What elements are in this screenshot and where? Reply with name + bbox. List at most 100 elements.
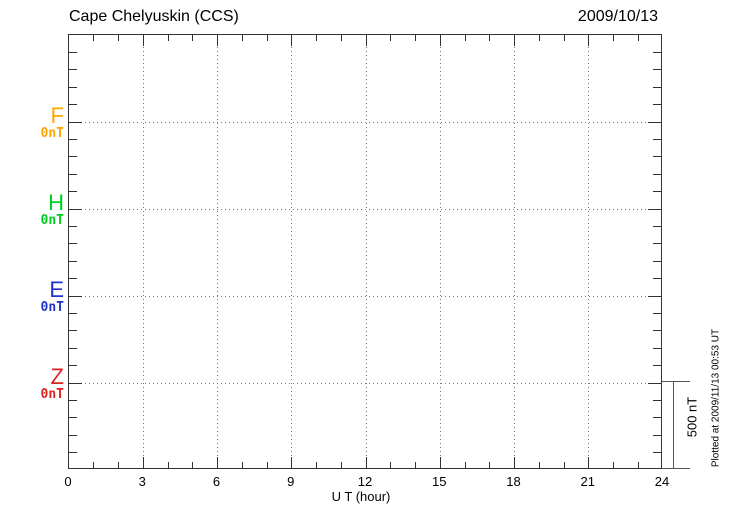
component-letter-E: E [49,277,64,302]
date-label: 2009/10/13 [577,8,658,25]
x-tick-label-12: 12 [357,474,373,489]
component-letter-F: F [50,103,64,128]
y-tick-left-13 [69,260,77,262]
y-tick-right-12 [653,243,661,245]
x-tick-label-18: 18 [506,474,521,489]
component-baseline-value-F: 0nT [40,126,64,141]
y-tick-right-21 [653,399,661,401]
y-tick-left-1 [69,51,77,53]
x-tick-top-h13 [390,35,392,41]
component-letter-H: H [48,190,64,215]
y-tick-left-11 [69,225,77,227]
scale-bar-label: 500 nT [684,396,700,438]
y-tick-left-5 [69,121,82,123]
x-tick-top-h16 [464,35,466,41]
x-tick-top-h12 [365,35,367,46]
y-tick-left-8 [69,173,77,175]
x-tick-top-h14 [415,35,416,41]
x-tick-top-h8 [266,35,268,41]
y-tick-left-7 [69,156,77,158]
y-tick-left-9 [69,191,77,193]
x-tick-bottom-h20 [563,462,565,468]
x-tick-top-h5 [192,35,194,41]
x-tick-label-6: 6 [212,474,221,489]
x-tick-label-3: 3 [138,474,146,489]
y-tick-right-18 [653,347,661,349]
scale-bar-bottom-cap [662,468,690,469]
x-tick-bottom-h22 [613,462,614,468]
y-tick-right-24 [653,452,661,454]
x-tick-top-h10 [316,35,317,41]
x-tick-top-h20 [563,35,565,41]
x-tick-bottom-h8 [266,462,268,468]
y-tick-left-24 [69,452,77,454]
y-tick-right-10 [648,208,661,210]
x-tick-top-h19 [538,35,540,41]
x-tick-top-h17 [489,35,491,41]
y-tick-left-19 [69,365,77,367]
y-tick-right-5 [648,121,661,123]
x-tick-top-h2 [118,35,119,41]
y-tick-left-17 [69,330,77,332]
x-tick-bottom-h19 [538,462,540,468]
x-tick-bottom-h5 [192,462,194,468]
component-letter-Z: Z [50,364,64,389]
grid-baseline-E [69,295,661,297]
y-tick-right-17 [653,330,661,332]
x-tick-label-9: 9 [287,474,295,489]
x-tick-top-h6 [217,35,218,46]
x-tick-top-h9 [291,35,293,46]
x-tick-top-h3 [142,35,144,46]
y-tick-left-2 [69,69,77,71]
grid-line-vertical-h9 [291,35,293,468]
y-tick-right-2 [653,69,661,71]
y-tick-right-22 [653,417,661,419]
x-tick-bottom-h23 [637,462,639,468]
x-tick-top-h11 [340,35,342,41]
x-tick-bottom-h15 [439,457,441,468]
x-tick-bottom-h2 [118,462,119,468]
y-tick-left-21 [69,399,77,401]
y-tick-right-20 [648,382,661,384]
y-tick-left-12 [69,243,77,245]
y-tick-left-20 [69,382,82,384]
y-tick-left-14 [69,278,77,280]
grid-line-vertical-h3 [142,35,144,468]
grid-line-vertical-h6 [217,35,218,468]
x-tick-top-h1 [93,35,95,41]
y-tick-left-16 [69,312,77,314]
y-tick-right-3 [653,86,661,88]
component-baseline-value-E: 0nT [40,300,64,315]
grid-line-vertical-h21 [588,35,590,468]
x-tick-bottom-h9 [291,457,293,468]
x-tick-bottom-h6 [217,457,218,468]
y-tick-right-9 [653,191,661,193]
station-title: Cape Chelyuskin (CCS) [69,8,239,25]
y-tick-right-13 [653,260,661,262]
grid-baseline-Z [69,382,661,384]
x-tick-bottom-h3 [142,457,144,468]
y-tick-right-15 [648,295,661,297]
x-tick-bottom-h14 [415,462,416,468]
x-tick-label-0: 0 [64,474,72,489]
x-tick-top-h18 [514,35,515,46]
y-tick-right-11 [653,225,661,227]
x-tick-label-24: 24 [654,474,670,489]
y-tick-left-18 [69,347,77,349]
y-tick-left-15 [69,295,82,297]
x-tick-bottom-h18 [514,457,515,468]
x-tick-top-h4 [167,35,169,41]
x-axis-title: U T (hour) [331,489,391,504]
x-tick-bottom-h13 [390,462,392,468]
y-tick-left-10 [69,208,82,210]
x-tick-bottom-h4 [167,462,169,468]
y-tick-right-14 [653,278,661,280]
y-tick-right-16 [653,312,661,314]
x-tick-bottom-h11 [340,462,342,468]
y-tick-right-8 [653,173,661,175]
x-tick-bottom-h16 [464,462,466,468]
plot-area [68,34,662,469]
x-tick-top-h22 [613,35,614,41]
x-tick-label-21: 21 [580,474,595,489]
